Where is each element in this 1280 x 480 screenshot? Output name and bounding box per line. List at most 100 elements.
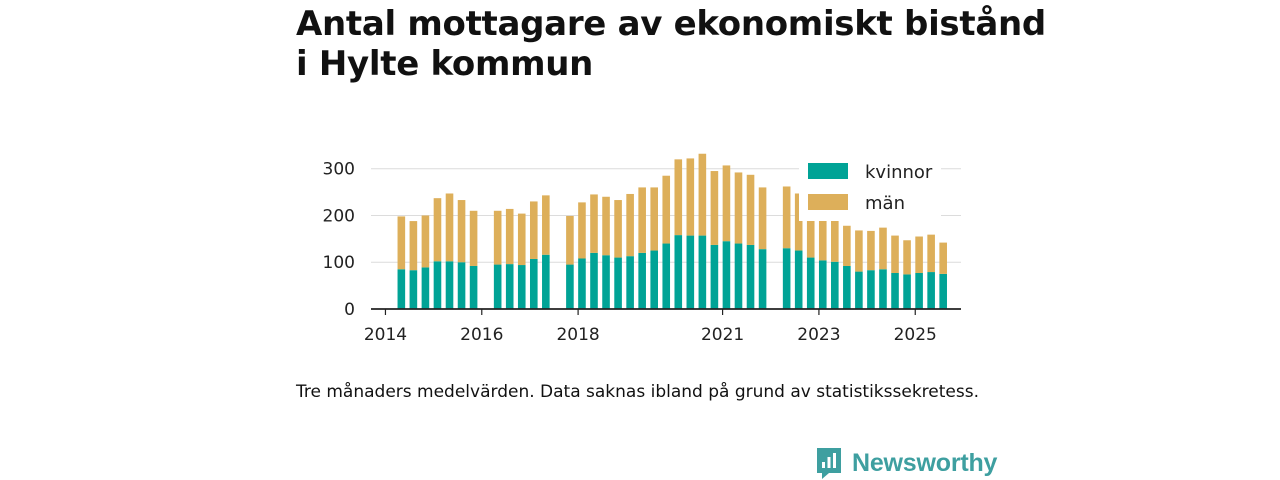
bar-man-29 xyxy=(782,186,791,249)
bar-man-19 xyxy=(650,187,658,251)
bar-man-24 xyxy=(710,171,719,245)
bar-kvinnor-4 xyxy=(445,261,454,309)
bar-kvinnor-3 xyxy=(433,261,442,309)
bar-man-11 xyxy=(542,195,550,255)
bar-man-25 xyxy=(722,165,731,242)
bar-kvinnor-34 xyxy=(843,265,851,309)
bar-kvinnor-18 xyxy=(638,252,646,309)
bar-man-14 xyxy=(590,194,598,253)
bar-man-40 xyxy=(915,236,923,273)
bar-kvinnor-9 xyxy=(517,265,526,309)
bar-man-1 xyxy=(409,221,418,271)
bar-kvinnor-17 xyxy=(626,256,634,309)
bar-kvinnor-15 xyxy=(602,255,610,309)
bars xyxy=(397,153,947,309)
bar-kvinnor-5 xyxy=(457,262,466,309)
bar-man-37 xyxy=(879,227,887,270)
bar-man-21 xyxy=(674,159,683,236)
bar-kvinnor-25 xyxy=(722,241,731,309)
y-tick-labels: 0 100 200 300 xyxy=(323,160,355,320)
bar-kvinnor-22 xyxy=(686,235,695,309)
bar-man-18 xyxy=(638,187,646,253)
y-tick-label-200: 200 xyxy=(323,206,355,226)
bar-kvinnor-10 xyxy=(529,258,538,309)
bar-kvinnor-39 xyxy=(903,274,911,309)
bar-kvinnor-6 xyxy=(469,265,478,309)
bar-man-12 xyxy=(566,215,574,265)
bar-kvinnor-41 xyxy=(927,272,935,309)
bar-kvinnor-33 xyxy=(831,261,839,309)
bar-kvinnor-19 xyxy=(650,250,658,309)
legend-swatch-kvinnor xyxy=(808,163,848,179)
bar-kvinnor-42 xyxy=(939,273,947,309)
x-tick-label-2014: 2014 xyxy=(364,325,407,345)
bar-kvinnor-27 xyxy=(746,244,755,309)
bar-kvinnor-35 xyxy=(855,271,863,309)
bar-kvinnor-7 xyxy=(493,264,502,309)
bar-kvinnor-8 xyxy=(505,264,514,309)
bar-man-15 xyxy=(602,196,610,256)
bar-kvinnor-28 xyxy=(758,249,767,309)
bar-kvinnor-38 xyxy=(891,272,899,309)
y-tick-label-0: 0 xyxy=(344,300,355,320)
bar-man-17 xyxy=(626,193,634,257)
bar-man-30 xyxy=(794,193,803,251)
bar-kvinnor-14 xyxy=(590,252,598,309)
bar-kvinnor-0 xyxy=(397,269,406,309)
bar-man-27 xyxy=(746,174,755,245)
bar-man-9 xyxy=(517,213,526,266)
legend-label-man: män xyxy=(865,193,905,214)
bar-man-42 xyxy=(939,242,947,274)
bar-kvinnor-40 xyxy=(915,272,923,309)
bar-kvinnor-2 xyxy=(421,267,430,309)
bar-man-16 xyxy=(614,200,622,258)
bar-man-28 xyxy=(758,187,767,250)
bar-man-39 xyxy=(903,240,911,275)
newsworthy-brand: Newsworthy xyxy=(815,446,997,480)
bar-man-4 xyxy=(445,193,454,262)
bar-kvinnor-24 xyxy=(710,244,719,309)
caption: Tre månaders medelvärden. Data saknas ib… xyxy=(296,382,979,402)
x-ticks: 2014 2016 2018 2021 2023 2025 xyxy=(364,309,937,345)
bar-kvinnor-26 xyxy=(734,243,743,309)
bar-man-41 xyxy=(927,234,935,273)
bar-man-23 xyxy=(698,153,707,236)
stacked-bar-chart: 0 100 200 300 2014 2016 2018 2021 2023 2025 kvin… xyxy=(323,153,961,345)
bar-man-32 xyxy=(818,218,827,261)
legend-swatch-man xyxy=(808,194,848,210)
bar-man-38 xyxy=(891,235,899,273)
chart-title: Antal mottagare av ekonomiskt bistånd i … xyxy=(296,4,1046,84)
bar-kvinnor-37 xyxy=(879,269,887,309)
bar-kvinnor-11 xyxy=(542,254,550,309)
bar-kvinnor-36 xyxy=(867,270,875,309)
bar-man-6 xyxy=(469,210,478,266)
legend: kvinnor män xyxy=(799,155,941,221)
x-tick-label-2025: 2025 xyxy=(894,325,937,345)
bar-kvinnor-30 xyxy=(794,250,803,309)
bar-kvinnor-20 xyxy=(662,243,671,309)
bar-man-3 xyxy=(433,198,442,262)
newsworthy-logo-icon xyxy=(817,448,841,479)
x-tick-label-2021: 2021 xyxy=(701,325,744,345)
bar-kvinnor-23 xyxy=(698,235,707,309)
bar-kvinnor-13 xyxy=(578,258,586,309)
bar-man-31 xyxy=(806,216,815,258)
title-line-1: Antal mottagare av ekonomiskt bistånd xyxy=(296,4,1046,44)
bar-man-20 xyxy=(662,175,671,244)
bar-man-10 xyxy=(529,201,538,259)
x-tick-label-2023: 2023 xyxy=(797,325,840,345)
legend-label-kvinnor: kvinnor xyxy=(865,162,933,183)
title-line-2: i Hylte kommun xyxy=(296,44,594,84)
bar-man-7 xyxy=(493,210,502,265)
bar-man-36 xyxy=(867,230,875,271)
brand-name: Newsworthy xyxy=(852,448,998,477)
bar-man-5 xyxy=(457,200,466,263)
bar-man-26 xyxy=(734,172,743,244)
bar-kvinnor-21 xyxy=(674,235,683,309)
bar-kvinnor-29 xyxy=(782,248,791,309)
bar-man-13 xyxy=(578,202,586,259)
x-tick-label-2018: 2018 xyxy=(556,325,599,345)
bar-kvinnor-12 xyxy=(566,264,574,309)
bar-kvinnor-16 xyxy=(614,257,622,309)
bar-man-34 xyxy=(843,225,851,266)
